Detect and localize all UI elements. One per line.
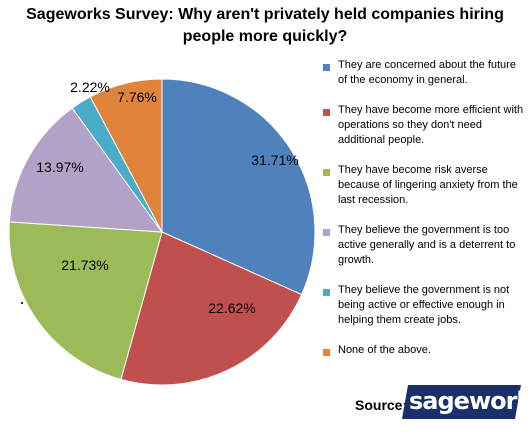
legend-label-gov-too-active: They believe the government is too activ… <box>338 224 516 266</box>
stray-dot <box>21 302 23 304</box>
source-label: Source: <box>355 397 408 413</box>
legend-label-gov-not-active: They believe the government is not being… <box>338 284 510 326</box>
chart-title: Sageworks Survey: Why aren't privately h… <box>0 4 530 48</box>
pie-label-none: 7.76% <box>117 89 157 105</box>
legend-swatch-efficient <box>323 109 330 116</box>
legend-swatch-gov-not-active <box>323 289 330 296</box>
legend-label-efficient: They have become more efficient with ope… <box>338 104 524 146</box>
pie-label-efficient: 22.62% <box>208 300 255 316</box>
legend-item-gov-not-active: They believe the government is not being… <box>323 283 528 328</box>
legend-label-economy: They are concerned about the future of t… <box>338 59 516 86</box>
pie-label-gov-not-active: 2.22% <box>70 79 110 95</box>
legend-item-none: None of the above. <box>323 343 528 358</box>
legend-item-economy: They are concerned about the future of t… <box>323 58 528 88</box>
legend-item-risk-averse: They have become risk averse because of … <box>323 163 528 208</box>
sageworks-logo: sageworks <box>409 387 530 415</box>
legend-item-efficient: They have become more efficient with ope… <box>323 103 528 148</box>
legend-swatch-risk-averse <box>323 169 330 176</box>
pie-slice-efficient <box>120 231 303 386</box>
pie-slice-economy <box>161 78 316 296</box>
pie-label-risk-averse: 21.73% <box>61 257 108 273</box>
legend-label-none: None of the above. <box>338 344 431 356</box>
pie-label-economy: 31.71% <box>251 152 298 168</box>
pie-slice-none <box>89 78 163 233</box>
pie-slice-gov-too-active <box>8 107 164 233</box>
legend-swatch-gov-too-active <box>323 229 330 236</box>
pie-label-gov-too-active: 13.97% <box>36 159 83 175</box>
legend-item-gov-too-active: They believe the government is too activ… <box>323 223 528 268</box>
chart-title-line-1: Sageworks Survey: Why aren't privately h… <box>26 6 504 23</box>
legend-swatch-none <box>323 349 330 356</box>
legend-label-risk-averse: They have become risk averse because of … <box>338 164 518 206</box>
legend: They are concerned about the future of t… <box>323 58 528 373</box>
pie-slice-risk-averse <box>8 221 163 381</box>
chart-title-line-2: people more quickly? <box>182 28 348 45</box>
legend-swatch-economy <box>323 64 330 71</box>
source-attribution: Source: sageworks <box>355 381 530 421</box>
